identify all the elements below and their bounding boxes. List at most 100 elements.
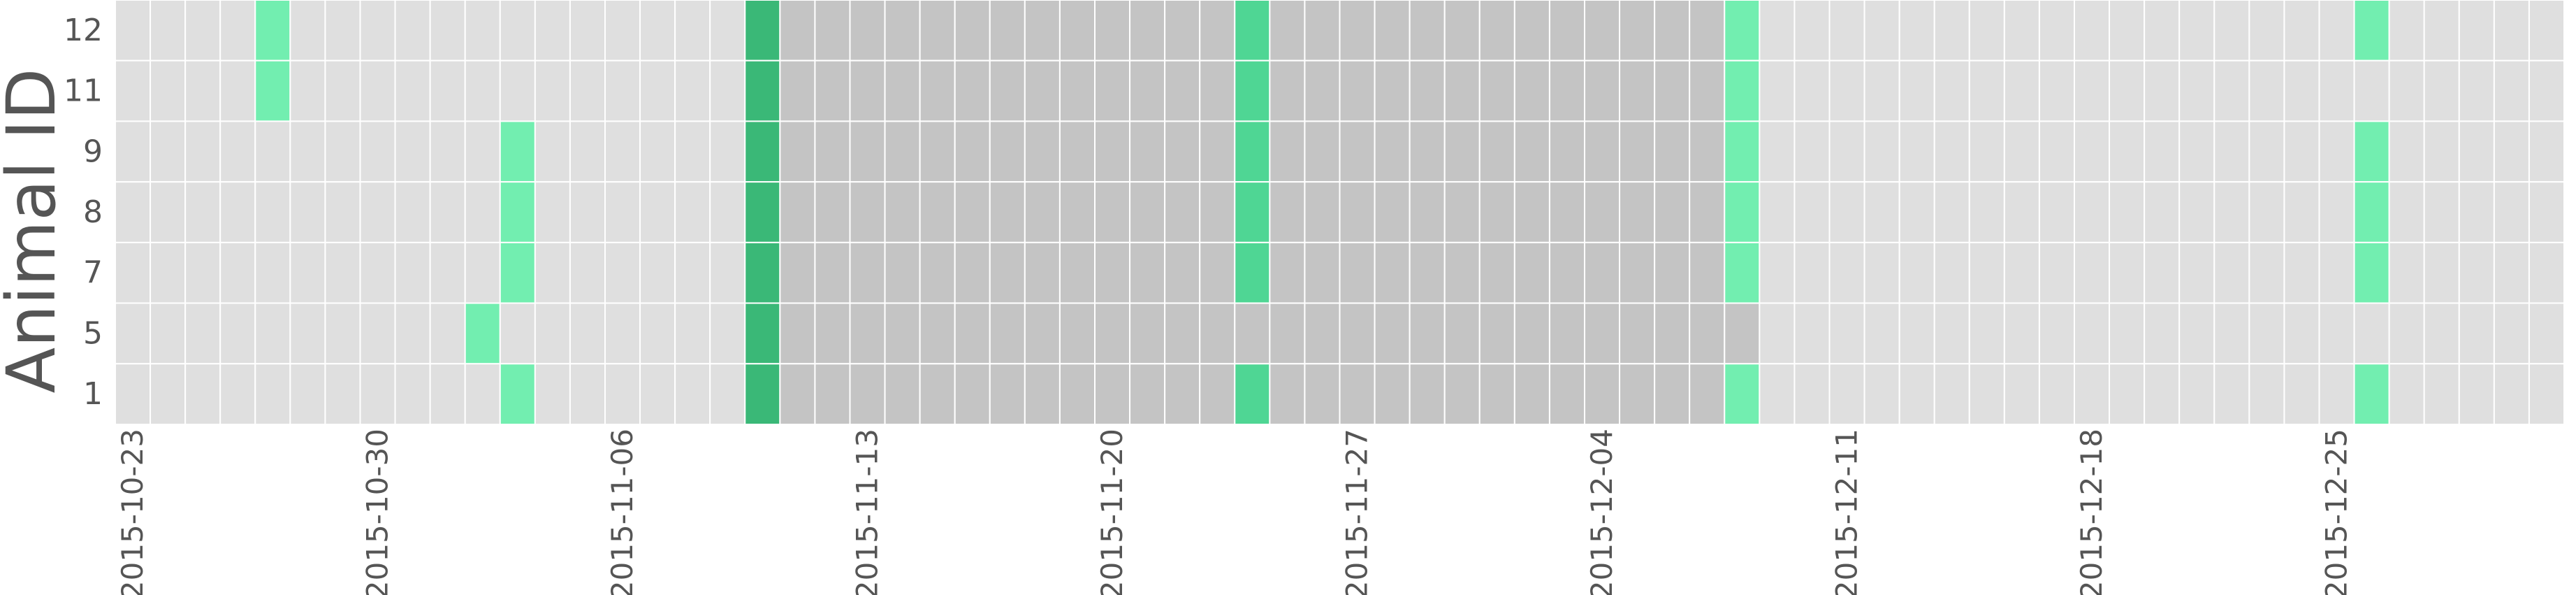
heatmap-cell xyxy=(2144,302,2181,365)
heatmap-cell xyxy=(989,0,1026,62)
heatmap-cell xyxy=(1478,181,1515,243)
heatmap-cell xyxy=(1619,302,1656,365)
heatmap-cell xyxy=(1199,302,1236,365)
heatmap-cell xyxy=(1409,181,1446,243)
heatmap-cell xyxy=(2178,120,2215,183)
heatmap-cell xyxy=(1269,363,1306,425)
highlight-cell xyxy=(744,181,781,243)
heatmap-cell xyxy=(1689,363,1726,425)
heatmap-cell xyxy=(534,302,571,365)
heatmap-cell xyxy=(359,120,396,183)
heatmap-cell xyxy=(2423,59,2460,122)
heatmap-cell xyxy=(1619,363,1656,425)
highlight-cell xyxy=(744,59,781,122)
heatmap-cell xyxy=(1269,120,1306,183)
heatmap-cell xyxy=(2318,59,2355,122)
heatmap-cell xyxy=(1024,0,1061,62)
heatmap-cell xyxy=(1164,302,1201,365)
highlight-cell xyxy=(499,241,536,304)
highlight-cell xyxy=(499,120,536,183)
heatmap-cell xyxy=(989,181,1026,243)
highlight-cell xyxy=(1234,120,1271,183)
heatmap-cell xyxy=(919,181,956,243)
heatmap-cell xyxy=(884,363,921,425)
heatmap-cell xyxy=(814,363,851,425)
heatmap-cell xyxy=(1409,241,1446,304)
heatmap-cell xyxy=(2388,241,2425,304)
heatmap-cell xyxy=(1304,302,1341,365)
heatmap-cell xyxy=(884,302,921,365)
heatmap-cell xyxy=(1828,59,1865,122)
heatmap-cell xyxy=(2318,302,2355,365)
heatmap-cell xyxy=(1304,181,1341,243)
heatmap-cell xyxy=(1793,302,1831,365)
heatmap-cell xyxy=(2178,363,2215,425)
heatmap-cell xyxy=(1339,302,1376,365)
heatmap-cell xyxy=(2248,241,2285,304)
heatmap-cell xyxy=(1269,241,1306,304)
heatmap-cell xyxy=(1724,302,1761,365)
heatmap-cell xyxy=(569,120,606,183)
heatmap-cell xyxy=(289,120,326,183)
heatmap-cell xyxy=(919,363,956,425)
heatmap-cell xyxy=(1793,181,1831,243)
highlight-cell xyxy=(499,181,536,243)
heatmap-cell xyxy=(2074,363,2111,425)
heatmap-cell xyxy=(1199,181,1236,243)
heatmap-cell xyxy=(1689,120,1726,183)
heatmap-cell xyxy=(1898,363,1935,425)
heatmap-cell xyxy=(1793,241,1831,304)
heatmap-cell xyxy=(954,59,991,122)
heatmap-cell xyxy=(884,241,921,304)
heatmap-cell xyxy=(1689,241,1726,304)
heatmap-cell xyxy=(1513,120,1550,183)
highlight-cell xyxy=(744,0,781,62)
heatmap-cell xyxy=(2493,0,2530,62)
heatmap-cell xyxy=(2003,120,2040,183)
x-tick-label: 2015-11-06 xyxy=(605,429,639,595)
heatmap-cell xyxy=(1164,181,1201,243)
heatmap-cell xyxy=(1863,181,1900,243)
heatmap-cell xyxy=(150,181,187,243)
heatmap-cell xyxy=(254,302,291,365)
heatmap-cell xyxy=(219,181,256,243)
heatmap-cell xyxy=(2248,181,2285,243)
heatmap-cell xyxy=(2493,363,2530,425)
heatmap-cell xyxy=(919,120,956,183)
heatmap-cell xyxy=(639,363,676,425)
heatmap-cell xyxy=(2144,59,2181,122)
heatmap-cell xyxy=(1058,241,1096,304)
heatmap-cell xyxy=(289,59,326,122)
heatmap-cell xyxy=(1968,363,2005,425)
heatmap-cell xyxy=(989,241,1026,304)
heatmap-cell xyxy=(2283,241,2320,304)
heatmap-cell xyxy=(639,0,676,62)
heatmap-cell xyxy=(1584,302,1621,365)
heatmap-cell xyxy=(2458,0,2495,62)
heatmap-cell xyxy=(2144,181,2181,243)
heatmap-cell xyxy=(359,363,396,425)
heatmap-cell xyxy=(2458,302,2495,365)
heatmap-cell xyxy=(919,302,956,365)
y-tick-label: 1 xyxy=(83,376,103,412)
heatmap-cell xyxy=(1164,241,1201,304)
heatmap-cell xyxy=(1094,241,1131,304)
x-tick-label: 2015-10-23 xyxy=(115,429,150,595)
heatmap-cell xyxy=(464,363,501,425)
heatmap-cell xyxy=(2283,120,2320,183)
heatmap-cell xyxy=(919,0,956,62)
heatmap-cell xyxy=(1759,0,1796,62)
y-tick-label: 12 xyxy=(64,13,103,48)
highlight-cell xyxy=(1234,59,1271,122)
heatmap-cell xyxy=(115,181,152,243)
heatmap-cell xyxy=(1058,302,1096,365)
heatmap-cell xyxy=(2144,120,2181,183)
heatmap-cell xyxy=(2213,59,2250,122)
heatmap-cell xyxy=(639,120,676,183)
heatmap-cell xyxy=(1129,59,1166,122)
heatmap-cell xyxy=(2213,0,2250,62)
heatmap-cell xyxy=(1094,0,1131,62)
heatmap-cell xyxy=(2074,241,2111,304)
heatmap-cell xyxy=(394,363,431,425)
heatmap-cell xyxy=(2178,59,2215,122)
